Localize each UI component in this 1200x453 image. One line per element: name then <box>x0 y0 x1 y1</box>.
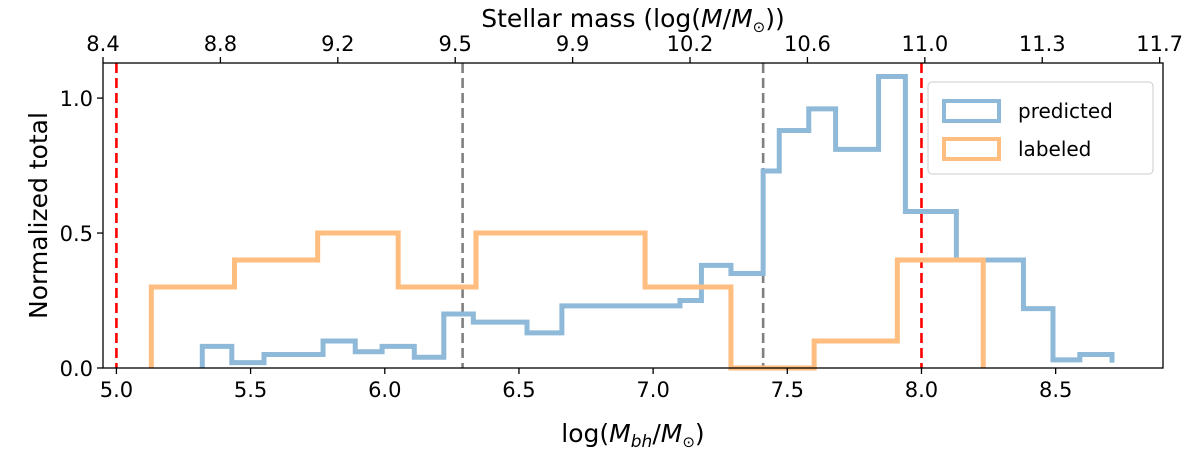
top-x-tick-label-8: 11.3 <box>1019 32 1066 56</box>
x-tick-label-4: 7.0 <box>636 378 669 402</box>
y-axis-title: Normalized total <box>24 112 53 319</box>
top-x-tick-label-0: 8.4 <box>86 32 119 56</box>
series-labeled-step <box>148 230 986 371</box>
y-tick-label-0: 0.0 <box>60 357 93 381</box>
legend-box <box>927 81 1154 175</box>
top-x-tick-label-5: 10.2 <box>667 32 714 56</box>
x-axis-title: log(Mbh/M⊙) <box>561 419 704 452</box>
legend-label-labeled: labeled <box>1018 137 1091 161</box>
x-tick-label-7: 8.5 <box>1039 378 1072 402</box>
y-tick-label-1: 0.5 <box>60 222 93 246</box>
x-tick-label-6: 8.0 <box>905 378 938 402</box>
x-tick-label-0: 5.0 <box>100 378 133 402</box>
x-tick-label-1: 5.5 <box>234 378 267 402</box>
top-x-tick-label-1: 8.8 <box>204 32 237 56</box>
plot-frame <box>102 62 1164 369</box>
top-x-tick-label-3: 9.5 <box>439 32 472 56</box>
series-layer <box>148 73 1115 371</box>
axis-layer: 5.0 5.5 6.0 6.5 7.0 7.5 8.0 8.5 0.0 0.5 1.0 8.4 8.8 9… <box>60 32 1183 402</box>
top-x-tick-label-6: 10.6 <box>784 32 831 56</box>
series-predicted-step <box>199 73 1115 368</box>
y-tick-label-2: 1.0 <box>60 87 93 111</box>
x-tick-label-3: 6.5 <box>502 378 535 402</box>
top-x-tick-label-7: 11.0 <box>901 32 948 56</box>
x-tick-label-2: 6.0 <box>368 378 401 402</box>
legend: predicted labeled <box>927 81 1154 175</box>
legend-label-predicted: predicted <box>1018 99 1113 123</box>
top-x-axis-title: Stellar mass (log(M/M⊙)) <box>481 4 784 36</box>
top-x-tick-label-9: 11.7 <box>1136 32 1183 56</box>
top-x-tick-label-4: 9.9 <box>556 32 589 56</box>
x-tick-label-5: 7.5 <box>771 378 804 402</box>
legend-swatch-predicted <box>942 99 1001 123</box>
top-x-tick-label-2: 9.2 <box>321 32 354 56</box>
legend-swatch-labeled <box>942 137 1001 161</box>
